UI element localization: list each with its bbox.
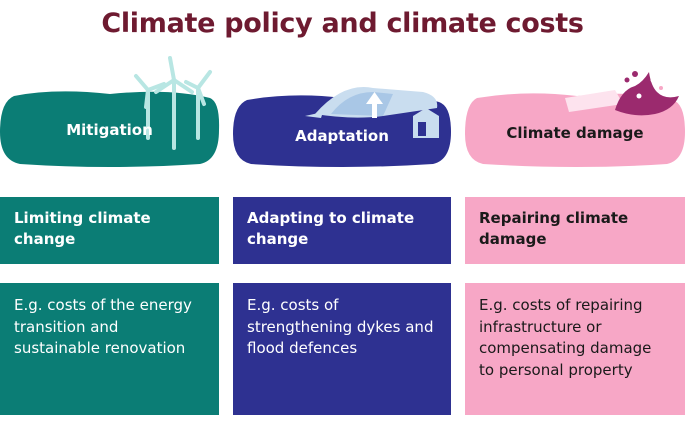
wind-turbines-icon xyxy=(0,56,220,167)
heading-box-adaptation: Adapting to climate change xyxy=(233,197,451,264)
pill-label-climate-damage: Climate damage xyxy=(506,124,644,142)
dyke-house-icon xyxy=(233,87,451,167)
heading-box-climate-damage: Repairing climate damage xyxy=(465,197,685,264)
pill-label-mitigation: Mitigation xyxy=(66,121,153,139)
flood-wave-icon xyxy=(465,64,685,167)
pill-label-adaptation: Adaptation xyxy=(295,127,389,145)
heading-box-mitigation: Limiting climate change xyxy=(0,197,219,264)
column-adaptation: Adaptation Adapting to climate change E.… xyxy=(233,0,451,424)
page-title: Climate policy and climate costs xyxy=(101,8,584,39)
column-mitigation: Mitigation Limiting climate change E.g. … xyxy=(0,0,220,424)
column-climate-damage: Climate damage Repairing climate damage … xyxy=(465,0,685,424)
description-box-climate-damage: E.g. costs of repairing infrastructure o… xyxy=(465,283,685,415)
description-box-adaptation: E.g. costs of strengthening dykes and fl… xyxy=(233,283,451,415)
description-box-mitigation: E.g. costs of the energy transition and … xyxy=(0,283,219,415)
